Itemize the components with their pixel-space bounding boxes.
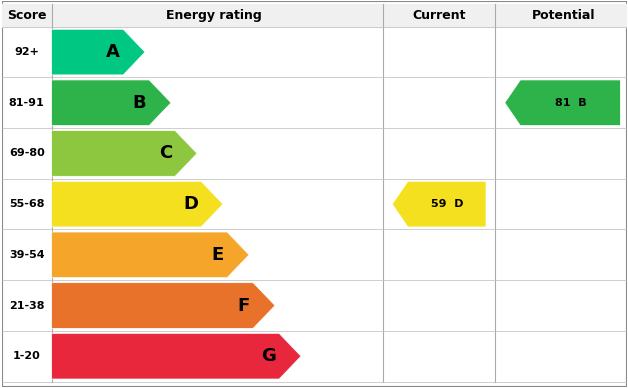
Polygon shape — [51, 283, 275, 328]
Polygon shape — [505, 80, 620, 126]
Text: D: D — [183, 195, 198, 213]
Text: Current: Current — [413, 9, 466, 22]
Text: G: G — [261, 347, 276, 365]
Text: Potential: Potential — [533, 9, 596, 22]
Polygon shape — [392, 181, 486, 227]
Text: Energy rating: Energy rating — [166, 9, 262, 22]
Bar — [2, 4, 627, 27]
Text: 39-54: 39-54 — [9, 250, 45, 260]
Polygon shape — [51, 181, 223, 227]
Text: F: F — [238, 296, 250, 315]
Text: 1-20: 1-20 — [13, 351, 41, 361]
Polygon shape — [51, 232, 249, 278]
Polygon shape — [51, 333, 301, 379]
Text: Score: Score — [7, 9, 46, 22]
Text: 55-68: 55-68 — [9, 199, 45, 209]
Text: C: C — [159, 144, 172, 163]
Text: 59  D: 59 D — [431, 199, 463, 209]
Text: 81-91: 81-91 — [9, 98, 45, 108]
Polygon shape — [51, 80, 171, 126]
Text: B: B — [133, 94, 146, 112]
Text: 92+: 92+ — [14, 47, 39, 57]
Polygon shape — [51, 29, 145, 75]
Text: 21-38: 21-38 — [9, 301, 45, 310]
Text: A: A — [106, 43, 120, 61]
Polygon shape — [51, 131, 197, 176]
Text: 69-80: 69-80 — [9, 149, 45, 158]
Text: 81  B: 81 B — [555, 98, 586, 108]
Text: E: E — [212, 246, 224, 264]
